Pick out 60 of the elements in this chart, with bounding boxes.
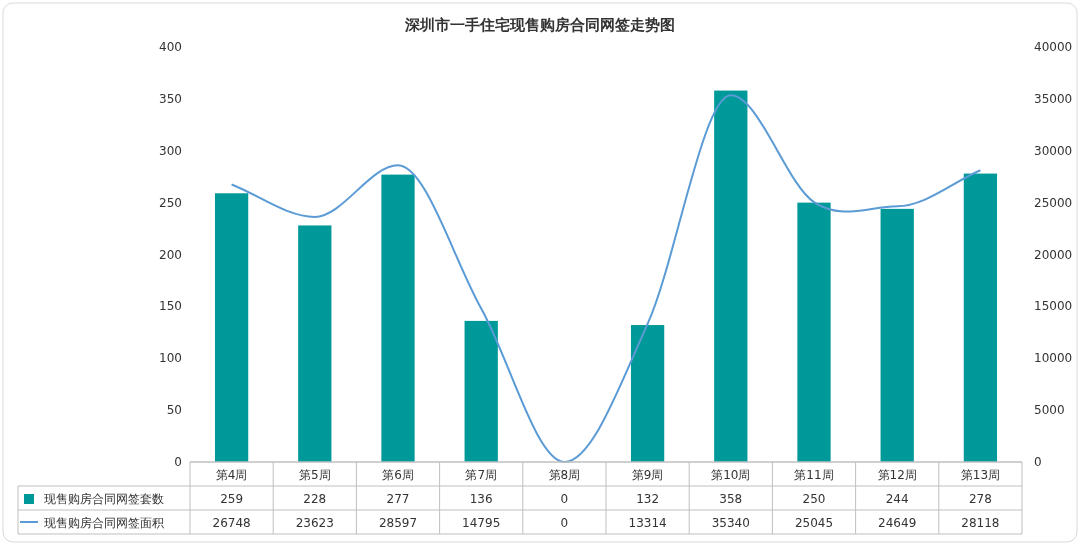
bar [630,325,665,462]
data-label: 23623 [295,516,334,530]
bar [381,174,415,462]
y2-tick-label: 10000 [1034,351,1073,366]
y-tick-label: 50 [166,403,182,418]
y-tick-label: 300 [159,143,182,158]
data-label: 278 [968,492,992,506]
legend-label: 现售购房合同网签套数 [44,492,164,506]
x-tick-label: 第7周 [465,468,498,482]
bar [298,225,332,462]
data-label: 0 [560,492,569,506]
y2-tick-label: 30000 [1034,143,1073,158]
y2-tick-label: 5000 [1034,403,1065,418]
data-label: 28118 [961,516,1000,530]
data-label: 277 [386,492,410,506]
data-label: 136 [469,492,493,506]
data-label: 13314 [628,516,667,530]
x-tick-label: 第5周 [298,468,331,482]
y2-tick-label: 20000 [1034,247,1073,262]
bar [214,193,249,462]
x-tick-label: 第8周 [548,468,581,482]
data-label: 24649 [878,516,917,530]
y-tick-label: 0 [174,455,182,469]
legend-label: 现售购房合同网签面积 [44,516,164,530]
data-label: 228 [303,492,327,506]
y-tick-label: 150 [159,299,182,314]
x-tick-label: 第6周 [382,468,414,482]
data-label: 259 [220,492,244,506]
y2-tick-label: 15000 [1034,299,1073,314]
x-tick-label: 第4周 [215,468,248,482]
data-label: 35340 [711,516,750,530]
data-label: 14795 [462,516,501,530]
bar [797,202,831,462]
data-label: 358 [719,492,743,506]
y-tick-label: 250 [159,195,182,210]
y-tick-label: 100 [159,351,182,366]
bar [963,173,998,462]
data-label: 28597 [378,516,418,530]
y2-tick-label: 35000 [1034,91,1073,106]
bar [880,208,914,462]
x-tick-label: 第13周 [960,468,1001,482]
y-tick-label: 200 [159,247,182,262]
x-tick-label: 第10周 [711,468,751,482]
bar [464,320,498,462]
y2-tick-label: 25000 [1034,195,1073,210]
x-tick-label: 第9周 [631,468,664,482]
data-label: 132 [636,492,660,506]
bar [714,90,748,462]
y-tick-label: 400 [159,40,182,54]
chart-title: 深圳市一手住宅现售购房合同网签走势图 [404,16,675,34]
y-tick-label: 350 [159,91,182,106]
data-label: 25045 [794,516,834,530]
data-label: 26748 [212,516,251,530]
data-label: 250 [802,492,826,506]
y2-tick-label: 40000 [1034,40,1073,54]
data-label: 0 [560,516,569,530]
x-tick-label: 第12周 [877,468,917,482]
x-tick-label: 第11周 [794,468,834,482]
y2-tick-label: 0 [1034,455,1042,469]
data-label: 244 [885,492,909,506]
